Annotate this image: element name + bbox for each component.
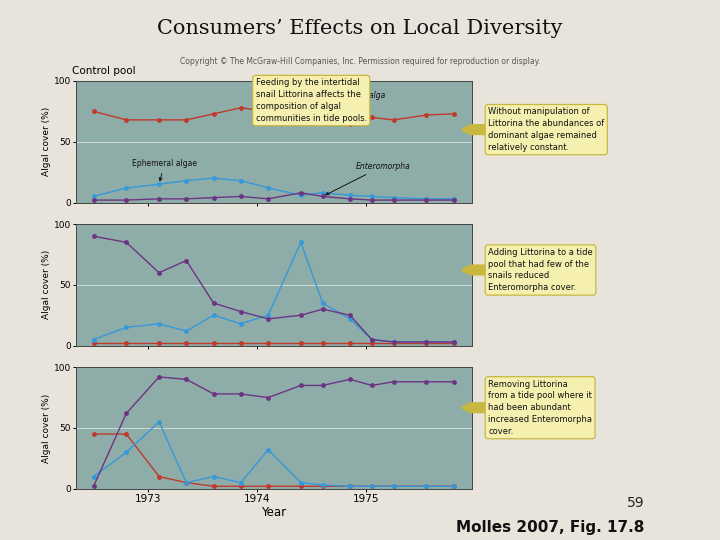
Text: Copyright © The McGraw-Hill Companies, Inc. Permission required for reproduction: Copyright © The McGraw-Hill Companies, I… [180,57,540,66]
Text: Feeding by the intertidal
snail Littorina affects the
composition of algal
commu: Feeding by the intertidal snail Littorin… [256,78,367,123]
Text: Ephemeral algae: Ephemeral algae [132,159,197,181]
Text: Adding Littorina to a tide
pool that had few of the
snails reduced
Enteromorpha : Adding Littorina to a tide pool that had… [488,248,593,292]
Text: Consumers’ Effects on Local Diversity: Consumers’ Effects on Local Diversity [157,19,563,38]
Y-axis label: Algal cover (%): Algal cover (%) [42,393,50,463]
X-axis label: Year: Year [261,507,286,519]
Y-axis label: Algal cover (%): Algal cover (%) [42,250,50,320]
Text: Molles 2007, Fig. 17.8: Molles 2007, Fig. 17.8 [456,519,644,535]
Text: 59: 59 [627,496,644,510]
Y-axis label: Algal cover (%): Algal cover (%) [42,107,50,177]
Text: Removing Littorina
from a tide pool where it
had been abundant
increased Enterom: Removing Littorina from a tide pool wher… [488,380,592,436]
Text: Control pool: Control pool [72,66,135,76]
Text: Without manipulation of
Littorina the abundances of
dominant algae remained
rela: Without manipulation of Littorina the ab… [488,107,604,152]
Text: Chondrus, an unpalatable alga: Chondrus, an unpalatable alga [268,91,385,120]
Text: Enteromorpha: Enteromorpha [326,161,410,195]
